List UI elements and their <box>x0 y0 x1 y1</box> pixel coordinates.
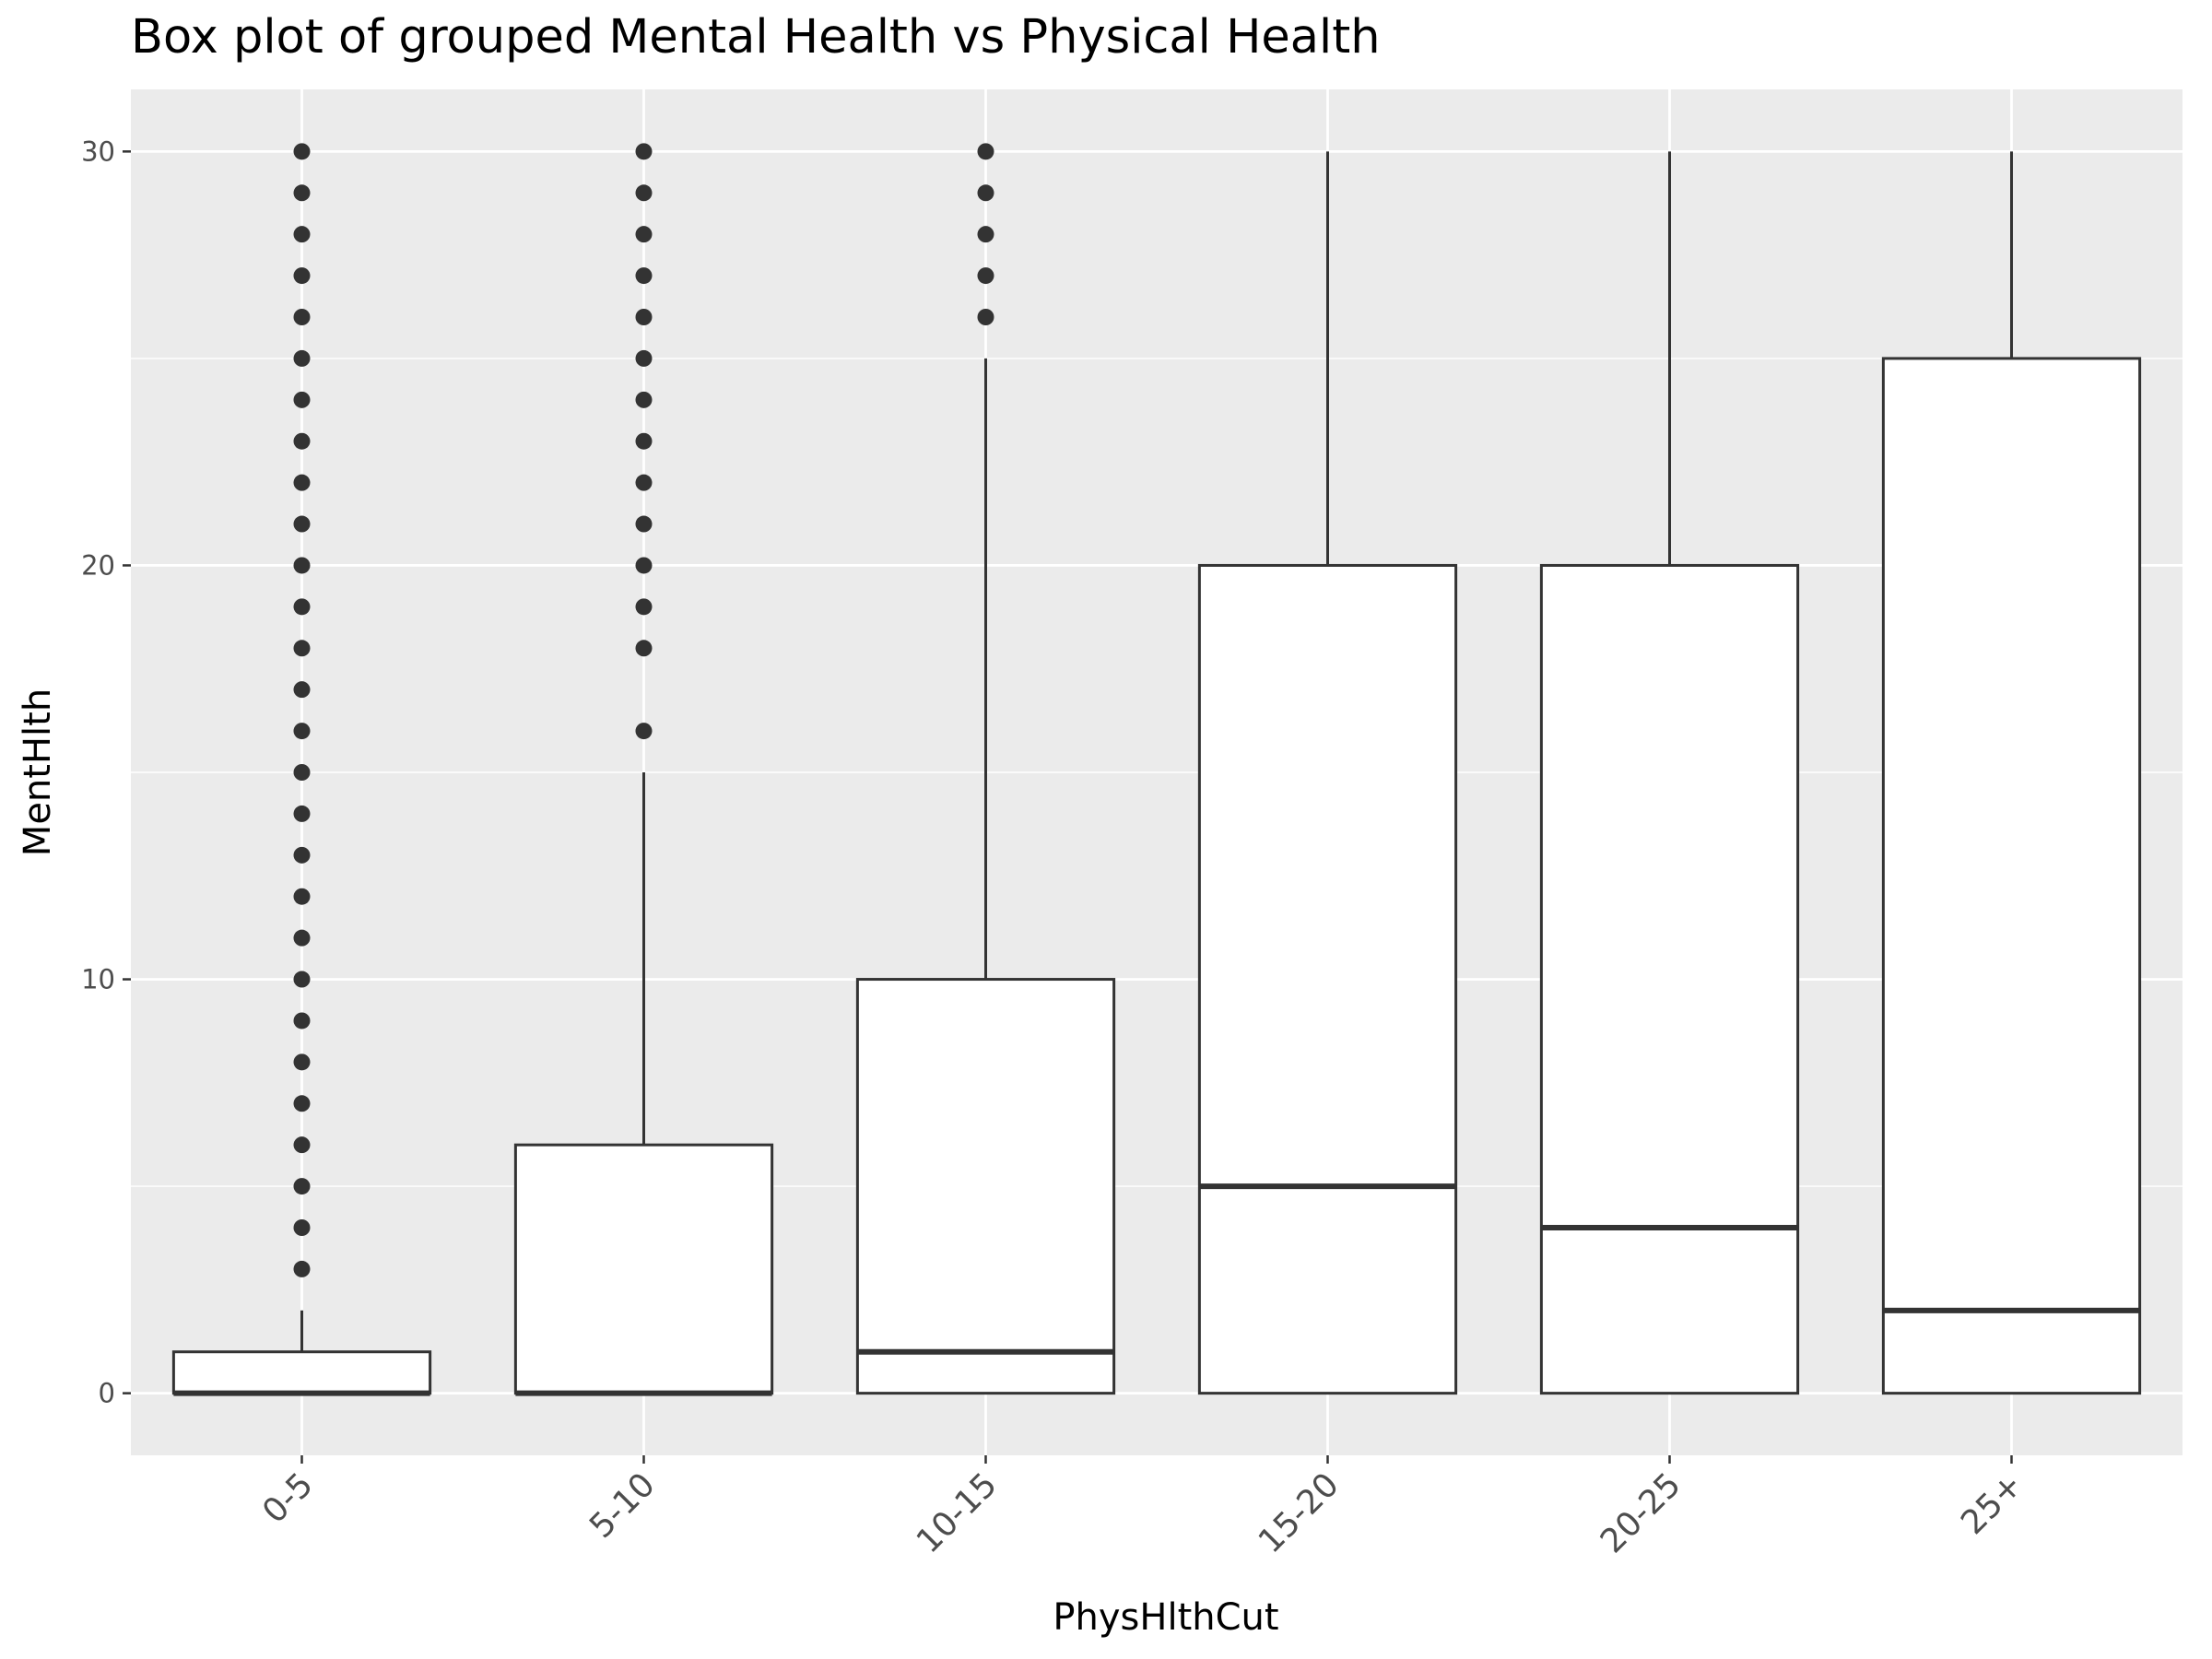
y-tick-label: 30 <box>81 135 115 167</box>
outlier-point <box>977 267 994 285</box>
outlier-point <box>293 598 311 616</box>
outlier-point <box>635 723 653 740</box>
outlier-point <box>293 846 311 864</box>
y-tick-label: 10 <box>81 964 115 995</box>
x-tick-label: 10-15 <box>910 1465 1005 1560</box>
outlier-point <box>293 888 311 905</box>
outlier-point <box>293 681 311 699</box>
y-tick-label: 0 <box>99 1378 115 1409</box>
box-group <box>513 143 774 1396</box>
outlier-point <box>293 723 311 740</box>
outlier-point <box>635 432 653 450</box>
x-tick-label: 5-10 <box>582 1465 663 1546</box>
box-group <box>1539 151 1800 1395</box>
outlier-point <box>977 309 994 325</box>
x-axis: 0-5 5-10 10-15 15-20 20-25 25+ <box>255 1455 2030 1560</box>
outlier-point <box>635 391 653 408</box>
outlier-point <box>293 1012 311 1030</box>
outlier-point <box>293 349 311 367</box>
outlier-point <box>977 143 994 160</box>
outlier-point <box>293 764 311 781</box>
box-iqr <box>1881 357 2142 1395</box>
outlier-point <box>635 143 653 160</box>
outlier-point <box>293 1095 311 1112</box>
box-iqr <box>171 1350 432 1395</box>
outlier-point <box>635 557 653 574</box>
outlier-point <box>293 1260 311 1277</box>
outlier-point <box>293 1053 311 1071</box>
outlier-point <box>635 267 653 285</box>
outlier-point <box>293 184 311 202</box>
chart-title: Box plot of grouped Mental Health vs Phy… <box>131 10 1381 65</box>
outlier-point <box>293 971 311 988</box>
outlier-point <box>635 474 653 491</box>
boxes-layer <box>171 143 2142 1396</box>
outlier-point <box>293 391 311 408</box>
outlier-point <box>293 1219 311 1236</box>
x-tick-label: 20-25 <box>1594 1465 1688 1560</box>
outlier-point <box>635 640 653 657</box>
outlier-point <box>293 640 311 657</box>
box-group <box>855 143 1116 1395</box>
outlier-point <box>293 226 311 243</box>
outlier-point <box>293 1178 311 1195</box>
outlier-point <box>293 557 311 574</box>
box-group <box>1197 151 1458 1395</box>
outlier-point <box>293 432 311 450</box>
outlier-point <box>293 143 311 160</box>
box-iqr <box>855 978 1116 1395</box>
outlier-point <box>293 805 311 822</box>
outlier-point <box>635 515 653 533</box>
box-group <box>1881 151 2142 1395</box>
outlier-point <box>635 226 653 243</box>
box-iqr <box>1197 563 1458 1395</box>
x-tick-label: 0-5 <box>255 1465 321 1531</box>
x-axis-title: PhysHlthCut <box>1053 1596 1278 1639</box>
y-axis-title: MentHlth <box>17 688 59 856</box>
outlier-point <box>293 267 311 285</box>
box-iqr <box>513 1143 774 1395</box>
outlier-point <box>635 184 653 202</box>
outlier-point <box>977 226 994 243</box>
outlier-point <box>293 929 311 947</box>
outlier-point <box>293 1136 311 1154</box>
box-group <box>171 143 432 1396</box>
x-tick-label: 15-20 <box>1252 1465 1347 1560</box>
outlier-point <box>293 309 311 325</box>
outlier-point <box>293 474 311 491</box>
outlier-point <box>635 598 653 616</box>
x-tick-label: 25+ <box>1954 1465 2030 1542</box>
outlier-point <box>635 349 653 367</box>
y-tick-label: 20 <box>81 549 115 581</box>
y-axis: 0 10 20 30 <box>81 135 131 1409</box>
outlier-point <box>977 184 994 202</box>
outlier-point <box>635 309 653 325</box>
box-iqr <box>1539 563 1800 1395</box>
outlier-point <box>293 515 311 533</box>
